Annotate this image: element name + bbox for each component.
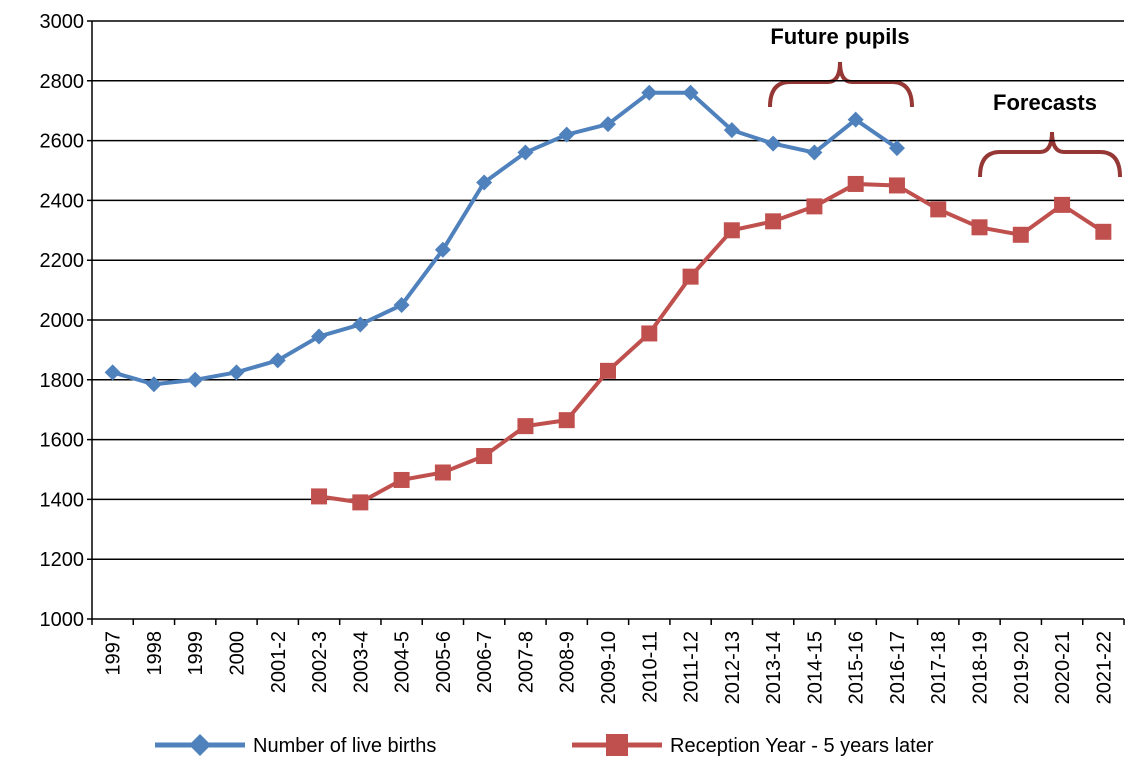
data-point	[765, 213, 782, 230]
x-tick-label: 1998	[144, 631, 166, 676]
x-tick-label: 2010-11	[639, 631, 661, 703]
y-tick-label: 3000	[40, 11, 85, 33]
data-point	[434, 464, 451, 481]
y-tick-label: 2200	[40, 250, 85, 272]
series-line	[112, 90, 899, 387]
x-tick-label: 2009-10	[598, 631, 620, 704]
legend-marker	[189, 734, 211, 756]
x-tick-label: 2004-5	[392, 631, 414, 693]
x-tick-label: 1999	[185, 631, 207, 676]
y-tick-label: 2000	[40, 310, 85, 332]
x-tick-label: 2015-16	[846, 631, 868, 704]
data-point	[476, 174, 493, 191]
data-point	[806, 198, 823, 215]
y-tick-label: 2400	[40, 190, 85, 212]
x-tick-label: 2002-3	[309, 631, 331, 693]
data-point	[393, 297, 410, 314]
x-tick-label: 2011-12	[681, 631, 703, 703]
legend-label: Number of live births	[253, 735, 436, 757]
data-point	[765, 135, 782, 152]
x-tick-label: 2003-4	[350, 631, 372, 693]
annotation: Future pupils	[770, 24, 909, 49]
x-tick-label: 2001-2	[268, 631, 290, 693]
data-point	[847, 175, 864, 192]
annotation: Forecasts	[993, 90, 1097, 115]
data-point	[641, 84, 658, 101]
data-point	[476, 448, 493, 465]
data-point	[600, 116, 616, 133]
x-tick-label: 2018-19	[970, 631, 992, 704]
x-tick-label: 2013-14	[763, 631, 785, 704]
data-point	[517, 418, 534, 435]
legend-marker	[606, 734, 628, 756]
x-tick-label: 2005-6	[433, 631, 455, 693]
y-tick-label: 2600	[40, 131, 85, 153]
data-point	[1095, 223, 1112, 240]
data-point	[600, 362, 616, 379]
data-point	[888, 177, 905, 194]
data-point	[930, 201, 947, 218]
data-point	[269, 352, 286, 369]
x-tick-label: 2000	[226, 631, 248, 676]
bracket	[978, 131, 1122, 178]
data-point	[723, 222, 740, 239]
y-tick-label: 1800	[40, 370, 85, 392]
x-tick-label: 2014-15	[804, 631, 826, 704]
x-tick-label: 2008-9	[557, 631, 579, 693]
x-tick-label: 2016-17	[887, 631, 909, 704]
data-point	[723, 122, 740, 139]
data-point	[311, 328, 328, 345]
data-point	[641, 325, 658, 342]
data-point	[311, 488, 328, 505]
x-tick-label: 2020-21	[1052, 631, 1074, 704]
data-point	[971, 219, 988, 236]
x-tick-label: 2006-7	[474, 631, 496, 693]
data-point	[187, 371, 204, 388]
y-tick-label: 1400	[40, 489, 85, 511]
data-point	[806, 144, 823, 161]
data-point	[558, 412, 575, 429]
data-point	[888, 140, 905, 157]
data-point	[1012, 226, 1029, 243]
bracket	[768, 61, 914, 108]
data-point	[104, 364, 121, 381]
y-tick-label: 1000	[40, 609, 85, 631]
data-point	[352, 494, 369, 511]
legend-label: Reception Year - 5 years later	[670, 735, 934, 757]
data-point	[847, 111, 864, 128]
data-point	[434, 241, 451, 258]
y-tick-label: 1200	[40, 549, 85, 571]
x-tick-label: 1997	[103, 631, 125, 676]
data-point	[517, 144, 534, 161]
data-point	[1054, 196, 1071, 213]
y-tick-label: 1600	[40, 430, 85, 452]
x-tick-label: 2007-8	[515, 631, 537, 693]
data-point	[682, 84, 699, 101]
x-tick-label: 2012-13	[722, 631, 744, 704]
data-point	[558, 126, 575, 143]
y-tick-label: 2800	[40, 71, 85, 93]
data-point	[393, 471, 410, 488]
data-point	[145, 376, 162, 393]
x-tick-label: 2017-18	[928, 631, 950, 704]
x-tick-label: 2019-20	[1011, 631, 1033, 704]
x-tick-label: 2021-22	[1093, 631, 1115, 704]
data-point	[352, 316, 369, 333]
data-point	[228, 364, 245, 381]
data-point	[682, 268, 699, 285]
